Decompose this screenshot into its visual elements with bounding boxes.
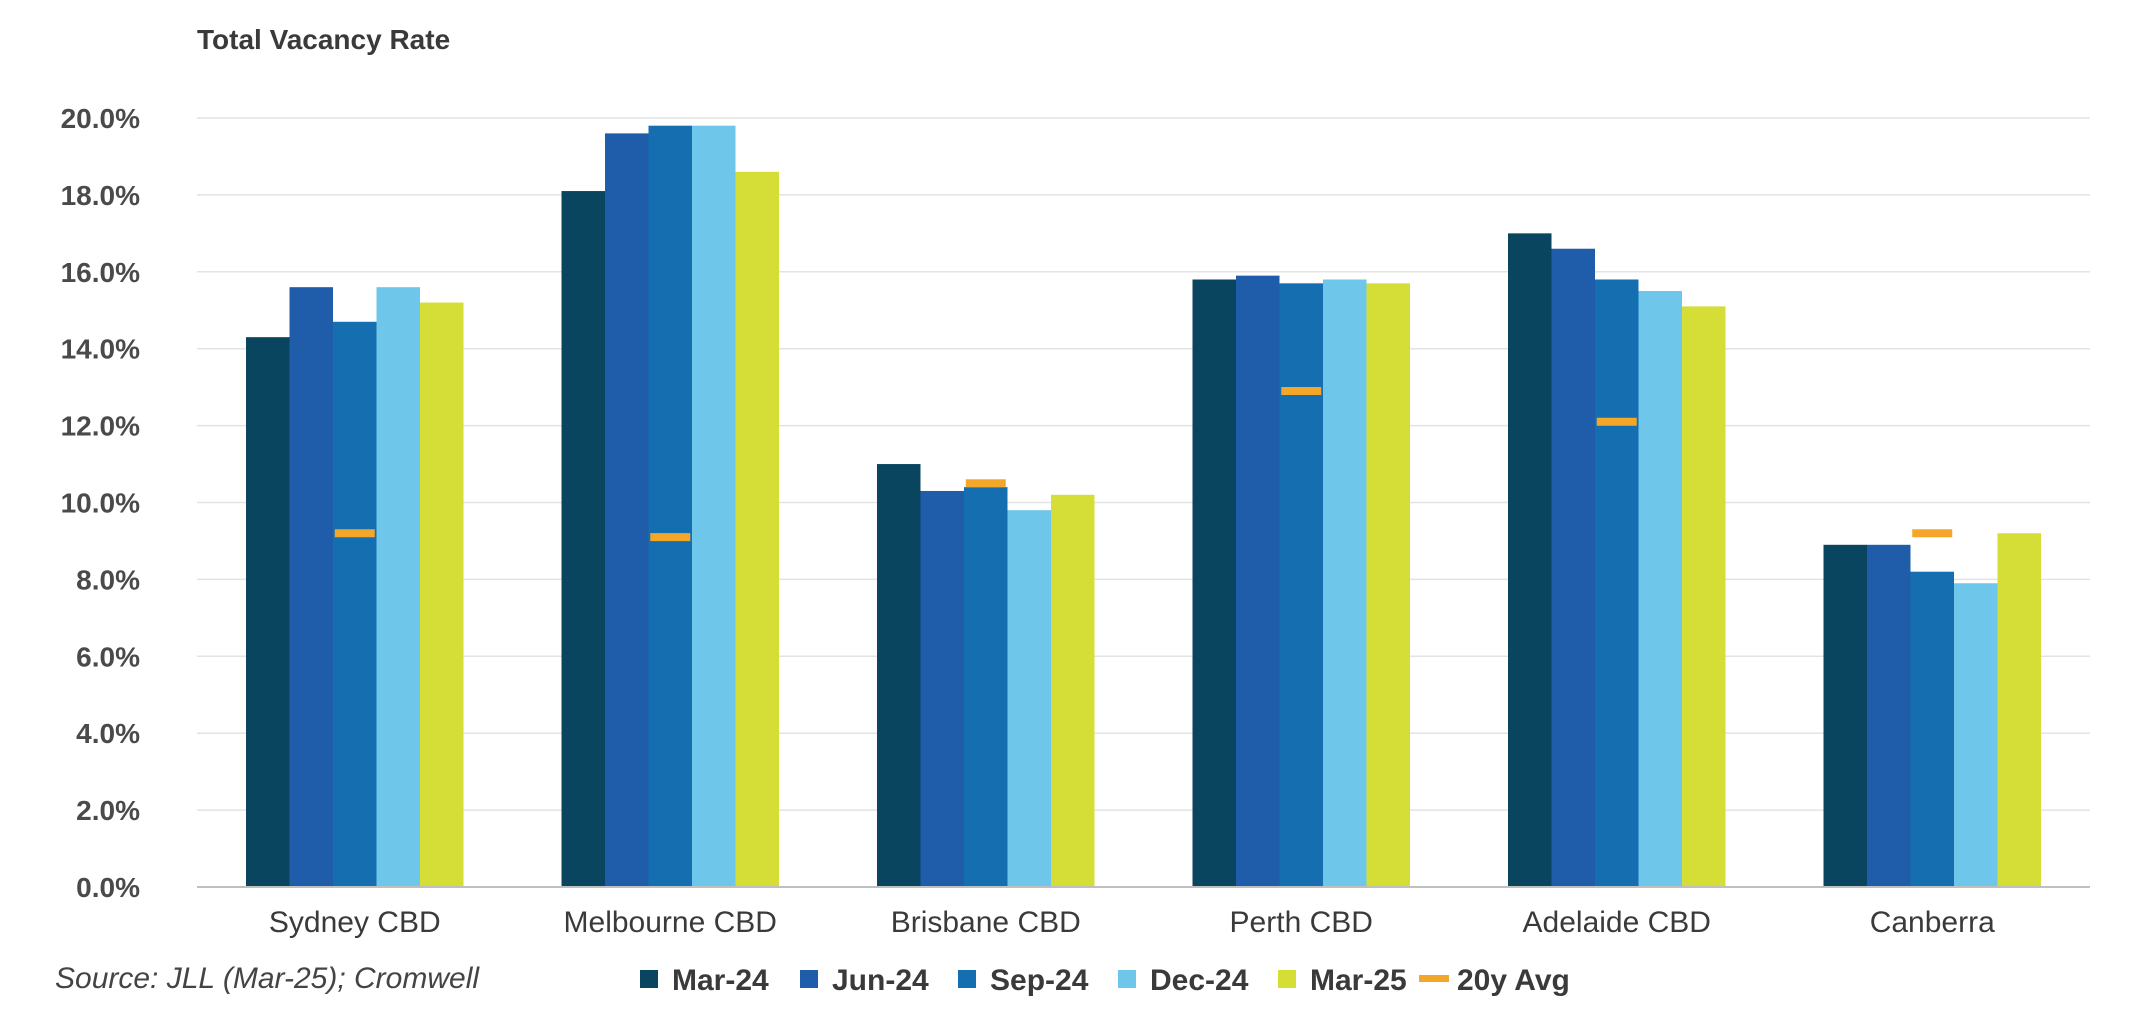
avg-marker xyxy=(1912,529,1953,538)
bar-sep-24 xyxy=(1595,279,1639,887)
y-tick-label: 4.0% xyxy=(76,718,140,749)
legend-label: Mar-24 xyxy=(672,964,769,997)
avg-marker xyxy=(650,533,691,542)
legend-label: 20y Avg xyxy=(1457,964,1570,997)
bars xyxy=(246,125,2041,888)
bar-mar-25 xyxy=(1051,494,1095,887)
y-tick-label: 6.0% xyxy=(76,641,140,672)
bar-jun-24 xyxy=(920,490,964,887)
bar-dec-24 xyxy=(1954,583,1998,887)
bar-mar-24 xyxy=(1508,233,1552,888)
y-tick-label: 18.0% xyxy=(61,180,140,211)
chart-title: Total Vacancy Rate xyxy=(197,24,450,55)
bar-dec-24 xyxy=(1007,510,1051,887)
legend-swatch-dec-24 xyxy=(1118,970,1136,988)
bar-sep-24 xyxy=(648,125,692,887)
bar-dec-24 xyxy=(376,287,420,887)
y-tick-label: 20.0% xyxy=(61,103,140,134)
legend-label: Sep-24 xyxy=(990,964,1089,997)
bar-jun-24 xyxy=(289,287,333,887)
avg-marker xyxy=(1281,386,1322,395)
legend-swatch-mar-24 xyxy=(640,970,658,988)
x-tick-label: Adelaide CBD xyxy=(1523,906,1711,939)
bar-mar-25 xyxy=(1997,533,2041,887)
legend-swatch-mar-25 xyxy=(1278,970,1296,988)
bar-sep-24 xyxy=(1910,571,1954,887)
legend: Mar-24 Jun-24 Sep-24 Dec-24 Mar-25 20y Avg xyxy=(640,964,1570,997)
bar-mar-24 xyxy=(246,337,290,887)
avg-markers xyxy=(334,386,1953,542)
bar-jun-24 xyxy=(1236,275,1280,887)
legend-label: Dec-24 xyxy=(1150,964,1249,997)
bar-mar-24 xyxy=(877,464,921,887)
bar-jun-24 xyxy=(1551,248,1595,888)
y-tick-label: 14.0% xyxy=(61,334,140,365)
x-tick-label: Canberra xyxy=(1870,906,1995,939)
x-tick-label: Sydney CBD xyxy=(269,906,441,939)
y-tick-label: 2.0% xyxy=(76,795,140,826)
bar-jun-24 xyxy=(605,133,649,887)
avg-marker xyxy=(334,529,375,538)
bar-sep-24 xyxy=(1279,283,1323,888)
bar-jun-24 xyxy=(1867,544,1911,887)
x-tick-label: Melbourne CBD xyxy=(564,906,777,939)
bar-dec-24 xyxy=(692,125,736,887)
bar-mar-24 xyxy=(1823,544,1867,887)
bar-mar-25 xyxy=(420,302,464,887)
legend-swatch-jun-24 xyxy=(800,970,818,988)
x-tick-label: Perth CBD xyxy=(1230,906,1373,939)
legend-label: Mar-25 xyxy=(1310,964,1407,997)
y-tick-label: 0.0% xyxy=(76,872,140,903)
x-tick-label: Brisbane CBD xyxy=(891,906,1081,939)
bar-sep-24 xyxy=(964,487,1008,887)
bar-dec-24 xyxy=(1638,291,1682,887)
y-tick-label: 16.0% xyxy=(61,257,140,288)
axes: 0.0% 2.0% 4.0% 6.0% 8.0% 10.0% 12.0% 14.0% 16.0%… xyxy=(61,103,2090,939)
bar-dec-24 xyxy=(1323,279,1367,887)
y-tick-label: 8.0% xyxy=(76,564,140,595)
bar-mar-25 xyxy=(1366,283,1410,888)
bar-sep-24 xyxy=(333,321,377,887)
y-tick-label: 10.0% xyxy=(61,488,140,519)
bar-mar-24 xyxy=(561,191,605,887)
bar-mar-25 xyxy=(1682,306,1726,887)
legend-swatch-sep-24 xyxy=(958,970,976,988)
bar-mar-24 xyxy=(1192,279,1236,887)
avg-marker xyxy=(1596,417,1637,426)
y-tick-label: 12.0% xyxy=(61,411,140,442)
legend-swatch-avg xyxy=(1419,975,1449,982)
legend-label: Jun-24 xyxy=(832,964,929,997)
bar-mar-25 xyxy=(735,171,779,887)
source-note: Source: JLL (Mar-25); Cromwell xyxy=(55,962,480,995)
gridlines xyxy=(197,117,2090,811)
avg-marker xyxy=(965,479,1006,488)
